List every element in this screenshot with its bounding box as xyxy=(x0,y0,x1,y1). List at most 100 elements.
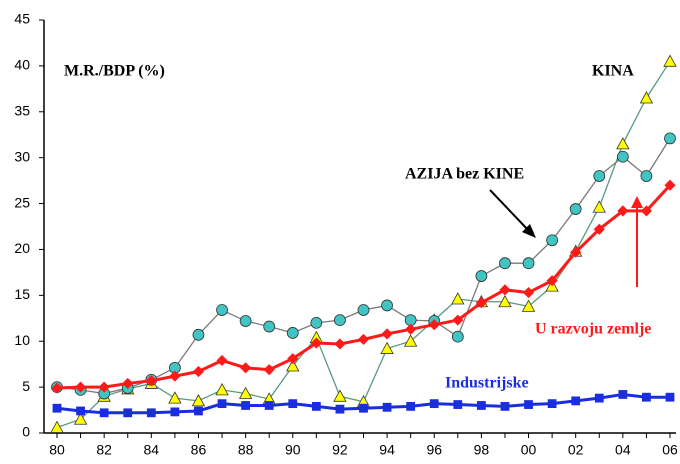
y-tick-label: 15 xyxy=(14,286,30,302)
marker xyxy=(381,299,393,312)
marker xyxy=(500,401,510,411)
marker xyxy=(453,400,463,409)
marker xyxy=(451,330,464,343)
marker xyxy=(357,333,370,345)
x-tick-label: 84 xyxy=(144,442,160,458)
marker xyxy=(216,304,228,316)
series-line xyxy=(56,138,671,395)
marker xyxy=(547,399,557,409)
marker xyxy=(429,399,439,409)
marker xyxy=(263,320,276,333)
marker xyxy=(75,381,87,393)
marker xyxy=(498,294,512,308)
marker xyxy=(76,406,85,416)
arrow-head xyxy=(631,196,643,208)
x-tick-label: 88 xyxy=(238,442,254,458)
series-label: U razvoju zemlje xyxy=(535,321,651,338)
marker xyxy=(382,402,392,412)
marker xyxy=(310,337,322,349)
marker xyxy=(192,328,205,341)
y-tick-label: 45 xyxy=(14,11,30,27)
y-tick-label: 40 xyxy=(14,57,30,73)
marker xyxy=(569,203,582,215)
marker xyxy=(405,323,417,335)
marker xyxy=(192,365,205,378)
marker xyxy=(191,394,206,407)
x-tick-label: 02 xyxy=(568,442,584,458)
marker xyxy=(640,205,652,217)
marker xyxy=(146,408,156,418)
y-tick-label: 5 xyxy=(22,378,30,394)
marker xyxy=(311,401,321,411)
y-tick-label: 30 xyxy=(14,148,30,164)
marker xyxy=(475,270,488,282)
x-tick-label: 86 xyxy=(191,442,207,458)
marker xyxy=(522,257,535,270)
marker xyxy=(570,246,582,258)
marker xyxy=(616,150,629,163)
marker xyxy=(286,327,299,339)
marker xyxy=(499,257,511,270)
x-tick-label: 96 xyxy=(426,442,442,458)
series-line xyxy=(56,60,671,429)
marker xyxy=(215,383,229,396)
x-tick-label: 94 xyxy=(379,442,395,458)
marker xyxy=(381,328,393,340)
marker xyxy=(52,403,62,413)
marker xyxy=(286,359,300,372)
marker xyxy=(333,389,347,402)
series-label: AZIJA bez KINE xyxy=(405,166,524,183)
series-label: Industrijske xyxy=(445,375,529,392)
marker xyxy=(263,364,275,376)
marker xyxy=(170,407,180,417)
arrow-head xyxy=(522,224,536,238)
marker xyxy=(571,396,581,406)
marker xyxy=(616,137,630,150)
marker xyxy=(452,314,464,326)
marker xyxy=(359,403,368,413)
marker xyxy=(663,54,677,67)
marker xyxy=(592,200,606,213)
marker xyxy=(168,391,182,404)
marker xyxy=(476,401,486,410)
x-tick-label: 04 xyxy=(615,442,631,458)
marker xyxy=(357,304,370,316)
marker xyxy=(334,314,346,327)
marker xyxy=(428,319,440,331)
x-tick-label: 98 xyxy=(474,442,490,458)
x-tick-label: 80 xyxy=(49,442,65,458)
marker xyxy=(238,386,253,399)
marker xyxy=(334,338,346,350)
marker xyxy=(287,353,299,365)
x-tick-label: 82 xyxy=(96,442,112,458)
x-tick-label: 90 xyxy=(285,442,301,458)
marker xyxy=(310,316,323,329)
marker xyxy=(169,370,181,382)
marker xyxy=(546,275,558,287)
marker xyxy=(99,408,109,418)
marker xyxy=(50,420,64,433)
marker xyxy=(98,381,110,393)
marker xyxy=(665,392,675,402)
marker xyxy=(546,234,559,247)
marker xyxy=(618,390,628,399)
marker xyxy=(642,392,651,402)
y-tick-label: 25 xyxy=(14,194,30,210)
marker xyxy=(664,179,676,191)
marker xyxy=(640,170,653,182)
y-tick-label: 20 xyxy=(14,240,30,256)
y-tick-label: 0 xyxy=(22,424,30,440)
marker xyxy=(288,399,298,409)
series-label: KINA xyxy=(592,63,634,80)
marker xyxy=(217,399,227,409)
marker xyxy=(264,401,274,410)
marker xyxy=(524,400,533,409)
x-tick-label: 00 xyxy=(521,442,537,458)
marker xyxy=(194,406,203,416)
marker xyxy=(521,299,536,312)
marker xyxy=(240,362,252,374)
marker xyxy=(123,408,133,418)
marker xyxy=(122,377,134,390)
marker xyxy=(639,91,654,104)
series-line xyxy=(56,184,672,390)
